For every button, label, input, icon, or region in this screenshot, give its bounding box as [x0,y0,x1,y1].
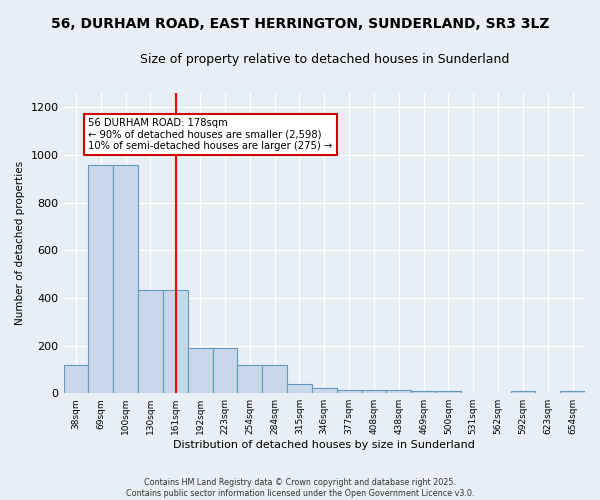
Bar [287,384,312,393]
Bar [113,164,138,393]
Bar [362,390,386,393]
Bar [411,391,436,393]
Text: 56, DURHAM ROAD, EAST HERRINGTON, SUNDERLAND, SR3 3LZ: 56, DURHAM ROAD, EAST HERRINGTON, SUNDER… [51,18,549,32]
Bar [262,364,287,393]
Bar [188,348,212,393]
Text: Contains HM Land Registry data © Crown copyright and database right 2025.
Contai: Contains HM Land Registry data © Crown c… [126,478,474,498]
Bar [386,390,411,393]
Bar [88,164,113,393]
Bar [511,392,535,393]
Bar [436,391,461,393]
X-axis label: Distribution of detached houses by size in Sunderland: Distribution of detached houses by size … [173,440,475,450]
Bar [212,348,238,393]
Bar [238,364,262,393]
Bar [138,290,163,393]
Bar [64,364,88,393]
Title: Size of property relative to detached houses in Sunderland: Size of property relative to detached ho… [140,52,509,66]
Bar [560,392,585,393]
Y-axis label: Number of detached properties: Number of detached properties [15,161,25,325]
Bar [163,290,188,393]
Bar [312,388,337,393]
Bar [337,390,362,393]
Text: 56 DURHAM ROAD: 178sqm
← 90% of detached houses are smaller (2,598)
10% of semi-: 56 DURHAM ROAD: 178sqm ← 90% of detached… [88,118,332,152]
